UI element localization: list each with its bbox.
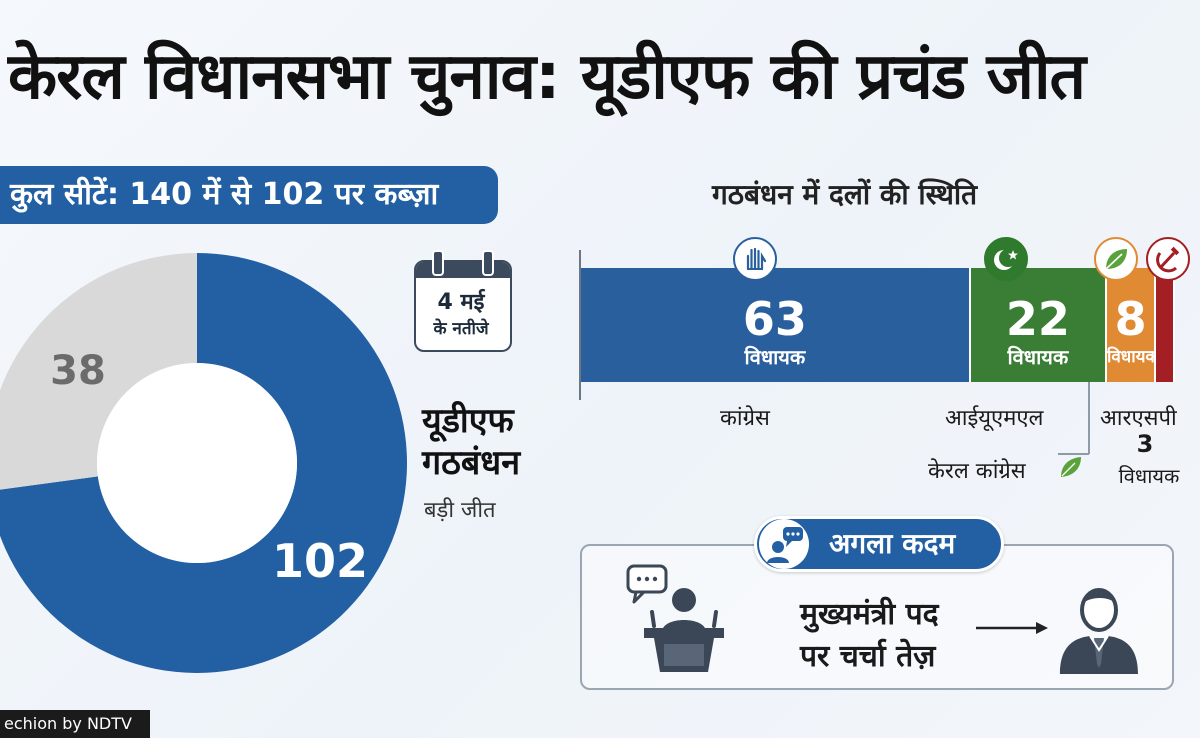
donut-value-udf: 102 <box>272 534 368 588</box>
cm-text-line2: पर चर्चा तेज़ <box>800 639 936 674</box>
alliance-chart-title: गठबंधन में दलों की स्थिति <box>712 178 978 211</box>
hammer-sickle-icon <box>1146 237 1190 281</box>
rsp-value: 3 <box>1136 430 1154 458</box>
cm-discussion-text: मुख्यमंत्री पद पर चर्चा तेज़ <box>800 594 939 678</box>
total-seats-banner: कुल सीटें: 140 में से 102 पर कब्ज़ा <box>0 166 498 224</box>
rsp-unit: विधायक <box>1118 464 1180 488</box>
donut-slice-udf <box>0 253 407 673</box>
speaker-podium-icon <box>624 560 744 684</box>
leader-line-kerala-congress-h <box>1058 453 1089 455</box>
bar-segment-congress: 63 विधायक <box>581 268 971 382</box>
speech-person-icon <box>759 519 809 569</box>
calendar-date: 4 मई <box>437 290 485 315</box>
donut-slice-others <box>0 253 197 490</box>
party-label-kerala-congress: केरल कांग्रेस <box>928 459 1026 484</box>
udf-subtitle: बड़ी जीत <box>424 498 496 523</box>
cm-text-line1: मुख्यमंत्री पद <box>800 597 939 632</box>
party-label-congress: कांग्रेस <box>720 406 770 431</box>
next-step-label: अगला कदम <box>829 527 956 560</box>
bar-unit-congress: विधायक <box>744 345 806 369</box>
seats-donut-chart: 102 38 <box>0 253 407 673</box>
leaf-icon <box>1094 237 1138 281</box>
bar-segment-rsp <box>1156 268 1175 382</box>
udf-alliance-label: यूडीएफ गठबंधन <box>422 400 520 484</box>
chief-minister-person-icon <box>1054 580 1144 680</box>
page-title: केरल विधानसभा चुनाव: यूडीएफ की प्रचंड जी… <box>8 40 1086 114</box>
arrow-right-icon <box>976 620 1048 640</box>
leader-line-kerala-congress <box>1088 382 1090 454</box>
udf-name: यूडीएफ <box>422 401 514 441</box>
udf-alliance-word: गठबंधन <box>422 443 521 483</box>
next-step-badge: अगला कदम <box>754 516 1004 572</box>
bar-unit-kerala-congress: विधायक <box>1106 347 1159 367</box>
donut-hole <box>97 363 297 563</box>
hand-symbol-icon <box>733 237 777 281</box>
calendar-icon: 4 मई के नतीजे <box>414 250 512 352</box>
donut-value-others: 38 <box>50 348 106 394</box>
party-label-iuml: आईयूएमएल <box>945 406 1044 431</box>
calendar-caption: के नतीजे <box>433 319 489 339</box>
bar-value-iuml: 22 <box>1005 292 1070 346</box>
bar-segment-iuml: 22 विधायक <box>970 268 1107 382</box>
leaf-icon <box>1058 454 1084 484</box>
bar-unit-iuml: विधायक <box>1007 345 1069 369</box>
party-label-rsp: आरएसपी <box>1100 406 1177 431</box>
crescent-star-icon <box>984 237 1028 281</box>
bar-value-congress: 63 <box>742 292 807 346</box>
bar-segment-kerala-congress: 8 विधायक <box>1106 268 1159 382</box>
bar-axis-line <box>579 250 581 400</box>
bar-value-kerala-congress: 8 <box>1114 292 1147 346</box>
footer-brand: echion by NDTV <box>0 710 150 738</box>
